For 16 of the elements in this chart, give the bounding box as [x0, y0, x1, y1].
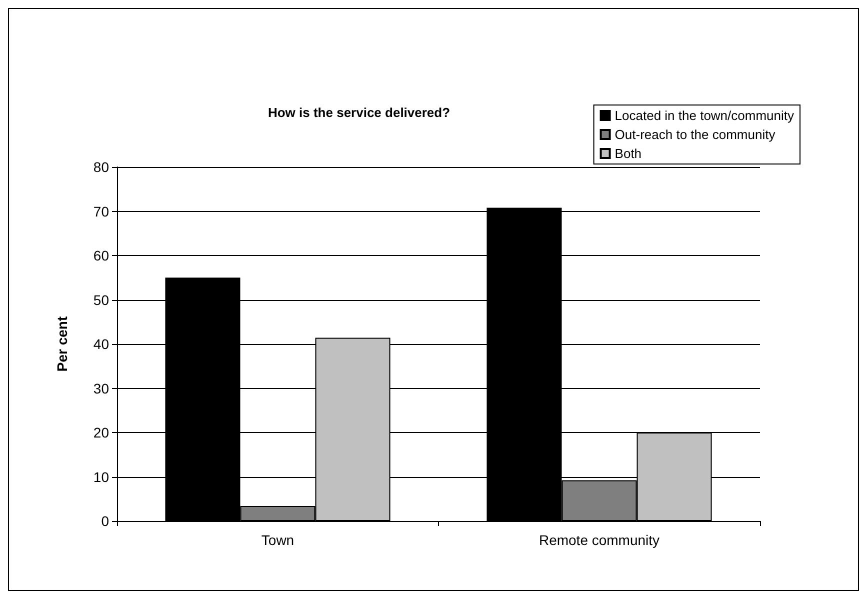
- y-tick-label: 60: [93, 248, 110, 264]
- y-tick-label: 20: [93, 424, 110, 440]
- y-tick-label: 30: [93, 380, 110, 396]
- legend-label: Located in the town/community: [614, 108, 794, 123]
- y-tick-label: 40: [93, 336, 110, 352]
- x-tick-label: Remote community: [538, 532, 660, 548]
- chart-title: How is the service delivered?: [268, 105, 450, 120]
- y-tick-label: 0: [101, 513, 110, 529]
- y-tick-label: 80: [93, 159, 110, 175]
- y-axis-title: Per cent: [54, 316, 70, 372]
- legend-label: Both: [614, 146, 642, 161]
- x-tick-label: Town: [261, 532, 294, 548]
- y-tick-label: 70: [93, 203, 110, 220]
- y-tick-label: 50: [93, 292, 110, 308]
- legend-label: Out-reach to the community: [614, 127, 776, 142]
- y-tick-label: 10: [93, 468, 110, 485]
